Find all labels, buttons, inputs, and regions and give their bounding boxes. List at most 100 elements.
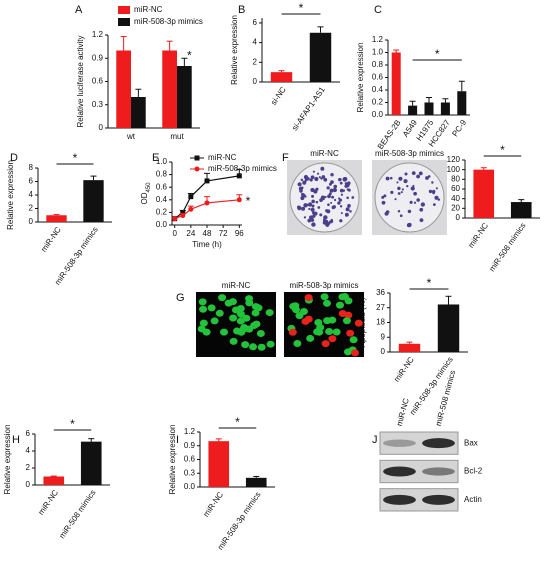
- colony: [418, 171, 423, 176]
- colony: [306, 203, 309, 207]
- cell: [199, 305, 208, 313]
- bar: [424, 102, 434, 115]
- bar: [177, 66, 192, 128]
- colony: [311, 222, 316, 227]
- y-tick-label: 6: [253, 18, 258, 27]
- bar: [473, 169, 495, 218]
- bar: [131, 97, 146, 128]
- colony: [312, 170, 315, 173]
- y-tick-label: 0: [99, 123, 104, 132]
- cell: [304, 315, 313, 323]
- cell: [241, 341, 250, 349]
- colony: [311, 194, 315, 198]
- colony: [333, 184, 338, 189]
- x-tick-label: si-AFAP1-AS1: [290, 85, 327, 132]
- colony: [333, 188, 336, 192]
- x-tick-label: wt: [126, 132, 136, 141]
- y-tick-label: 120: [447, 155, 461, 164]
- cell: [252, 320, 261, 328]
- panel-letter: J: [372, 434, 378, 446]
- y-tick-label: 9: [381, 332, 386, 341]
- colony: [300, 186, 304, 190]
- y-axis-label: Relative expression: [6, 160, 15, 230]
- colony: [306, 177, 310, 181]
- colony: [338, 177, 342, 182]
- x-tick-label: 48: [203, 229, 212, 238]
- y-tick-label: 100: [447, 165, 461, 174]
- y-tick-label: 4: [26, 446, 31, 455]
- colony: [337, 201, 341, 205]
- colony: [399, 214, 403, 218]
- y-tick-label: 1.2: [372, 35, 384, 44]
- colony: [323, 177, 328, 182]
- x-tick-label: 24: [186, 229, 195, 238]
- cell: [346, 329, 355, 337]
- colony: [398, 176, 403, 181]
- bar: [440, 102, 450, 115]
- cell: [344, 311, 353, 319]
- colony: [431, 181, 434, 184]
- colony: [330, 201, 333, 204]
- colony: [311, 204, 315, 208]
- cell: [332, 328, 341, 336]
- y-tick-label: 0.2: [156, 208, 168, 217]
- y-tick-label: 0: [456, 213, 461, 222]
- cell: [199, 319, 208, 327]
- colony: [383, 194, 387, 198]
- cell: [229, 314, 238, 322]
- colony: [330, 189, 334, 192]
- y-tick-label: 6: [26, 429, 31, 438]
- panel-letter: I: [176, 434, 179, 446]
- band: [422, 438, 455, 449]
- cell: [198, 298, 207, 306]
- marker: [172, 216, 178, 222]
- cell: [245, 295, 254, 303]
- significance: *: [246, 194, 251, 208]
- colony: [331, 195, 335, 199]
- colony: [413, 191, 417, 196]
- bar: [162, 50, 177, 128]
- colony: [339, 219, 343, 223]
- y-tick-label: 0.4: [156, 195, 168, 204]
- colony: [396, 181, 399, 184]
- colony: [406, 223, 411, 228]
- colony: [340, 212, 343, 215]
- colony: [416, 198, 420, 202]
- colony: [427, 175, 431, 178]
- x-tick-label: PC-9: [450, 118, 468, 139]
- panel-letter: A: [75, 4, 83, 16]
- legend-marker: [194, 166, 200, 172]
- cell: [295, 312, 304, 320]
- cell: [257, 343, 266, 351]
- y-axis-label: Relative luciferase activity: [76, 35, 85, 127]
- y-tick-label: 1.0: [156, 157, 168, 166]
- colony: [303, 216, 307, 219]
- y-tick-label: 0.8: [372, 60, 384, 69]
- bar: [510, 202, 532, 218]
- colony: [349, 210, 352, 213]
- image-label: miR-NC: [222, 281, 251, 290]
- colony: [381, 200, 386, 205]
- colony: [345, 207, 350, 212]
- colony: [407, 209, 412, 214]
- row-label: Bcl-2: [464, 467, 483, 476]
- cell: [342, 317, 351, 325]
- y-axis-label: Relative expression: [230, 15, 239, 85]
- colony: [339, 181, 343, 185]
- cell: [306, 334, 315, 342]
- cell: [322, 299, 331, 307]
- cell: [236, 304, 245, 312]
- colony: [346, 196, 349, 200]
- cell: [245, 325, 254, 333]
- colony: [406, 184, 409, 188]
- colony: [420, 202, 425, 207]
- y-tick-label: 0.3: [184, 468, 196, 477]
- colony: [308, 207, 311, 211]
- bar: [80, 441, 102, 485]
- y-tick-label: 0: [381, 347, 386, 356]
- colony: [323, 215, 328, 220]
- colony: [327, 194, 331, 199]
- colony: [400, 191, 403, 194]
- y-tick-label: 1.2: [92, 30, 104, 39]
- y-tick-label: 40: [451, 194, 460, 203]
